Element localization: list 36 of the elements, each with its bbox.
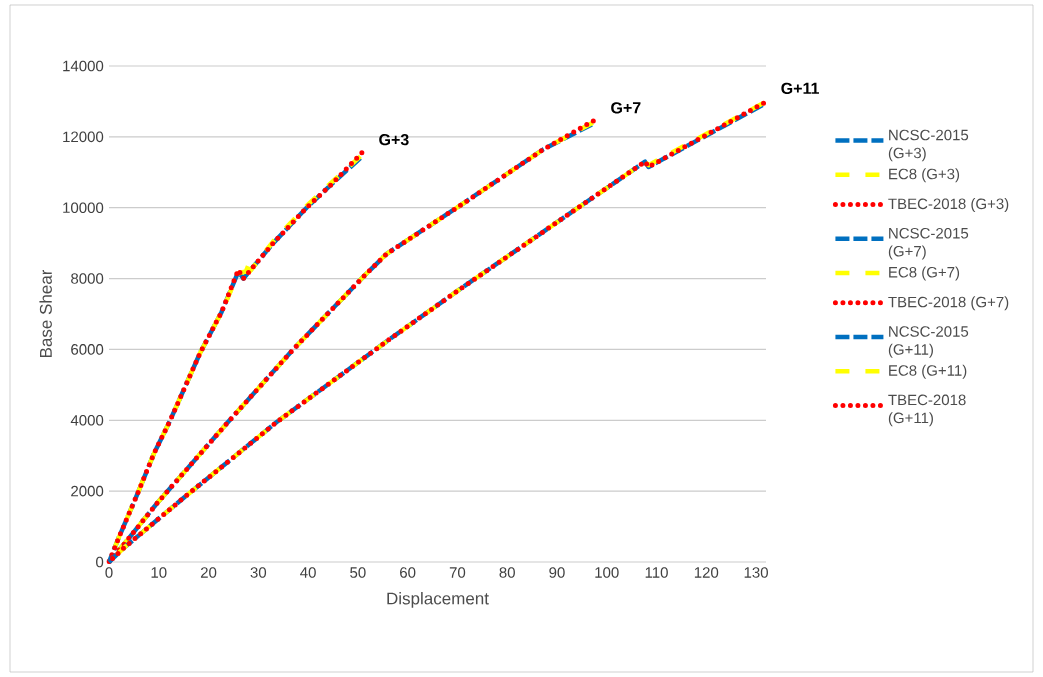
x-tick-label: 60 bbox=[400, 567, 416, 578]
y-tick-label: 12000 bbox=[63, 131, 104, 143]
legend-label: NCSC-2015 (G+11) bbox=[888, 326, 969, 358]
x-tick-label: 80 bbox=[499, 567, 515, 578]
legend-label: EC8 (G+11) bbox=[889, 364, 967, 379]
legend-label: NCSC-2015 (G+3) bbox=[888, 129, 969, 162]
x-tick-label: 70 bbox=[449, 567, 466, 578]
x-tick-label: 40 bbox=[300, 567, 316, 578]
x-tick-label: 130 bbox=[744, 567, 768, 578]
x-tick-label: 50 bbox=[350, 567, 366, 578]
y-tick-label: 8000 bbox=[71, 273, 104, 284]
x-tick-label: 20 bbox=[200, 567, 217, 578]
legend-label: EC8 (G+7) bbox=[889, 266, 960, 281]
x-tick-label: 100 bbox=[595, 567, 619, 578]
x-tick-label: 30 bbox=[250, 567, 267, 578]
y-tick-label: 0 bbox=[96, 556, 104, 568]
x-tick-label: 110 bbox=[645, 567, 668, 578]
legend-label: EC8 (G+3) bbox=[889, 168, 960, 183]
y-tick-label: 4000 bbox=[70, 414, 104, 426]
y-tick-label: 6000 bbox=[71, 344, 104, 355]
y-tick-label: 2000 bbox=[71, 485, 104, 497]
y-tick-label: 10000 bbox=[63, 202, 104, 214]
legend-label: TBEC-2018 (G+7) bbox=[888, 296, 1009, 311]
legend-label: TBEC-2018 (G+11) bbox=[888, 394, 966, 427]
x-tick-label: 90 bbox=[549, 567, 565, 578]
legend-label: NCSC-2015 (G+7) bbox=[888, 227, 969, 260]
annotation: G+11 bbox=[781, 82, 819, 94]
annotation: G+7 bbox=[611, 102, 641, 114]
annotation: G+3 bbox=[379, 134, 409, 146]
x-tick-label: 120 bbox=[694, 567, 719, 578]
x-tick-label: 10 bbox=[151, 567, 167, 578]
y-axis-title: Base Shear bbox=[39, 269, 52, 358]
x-axis-title: Displacement bbox=[387, 592, 489, 608]
legend-label: TBEC-2018 (G+3) bbox=[888, 198, 1009, 213]
y-tick-label: 14000 bbox=[63, 60, 104, 72]
x-tick-label: 0 bbox=[105, 567, 113, 578]
